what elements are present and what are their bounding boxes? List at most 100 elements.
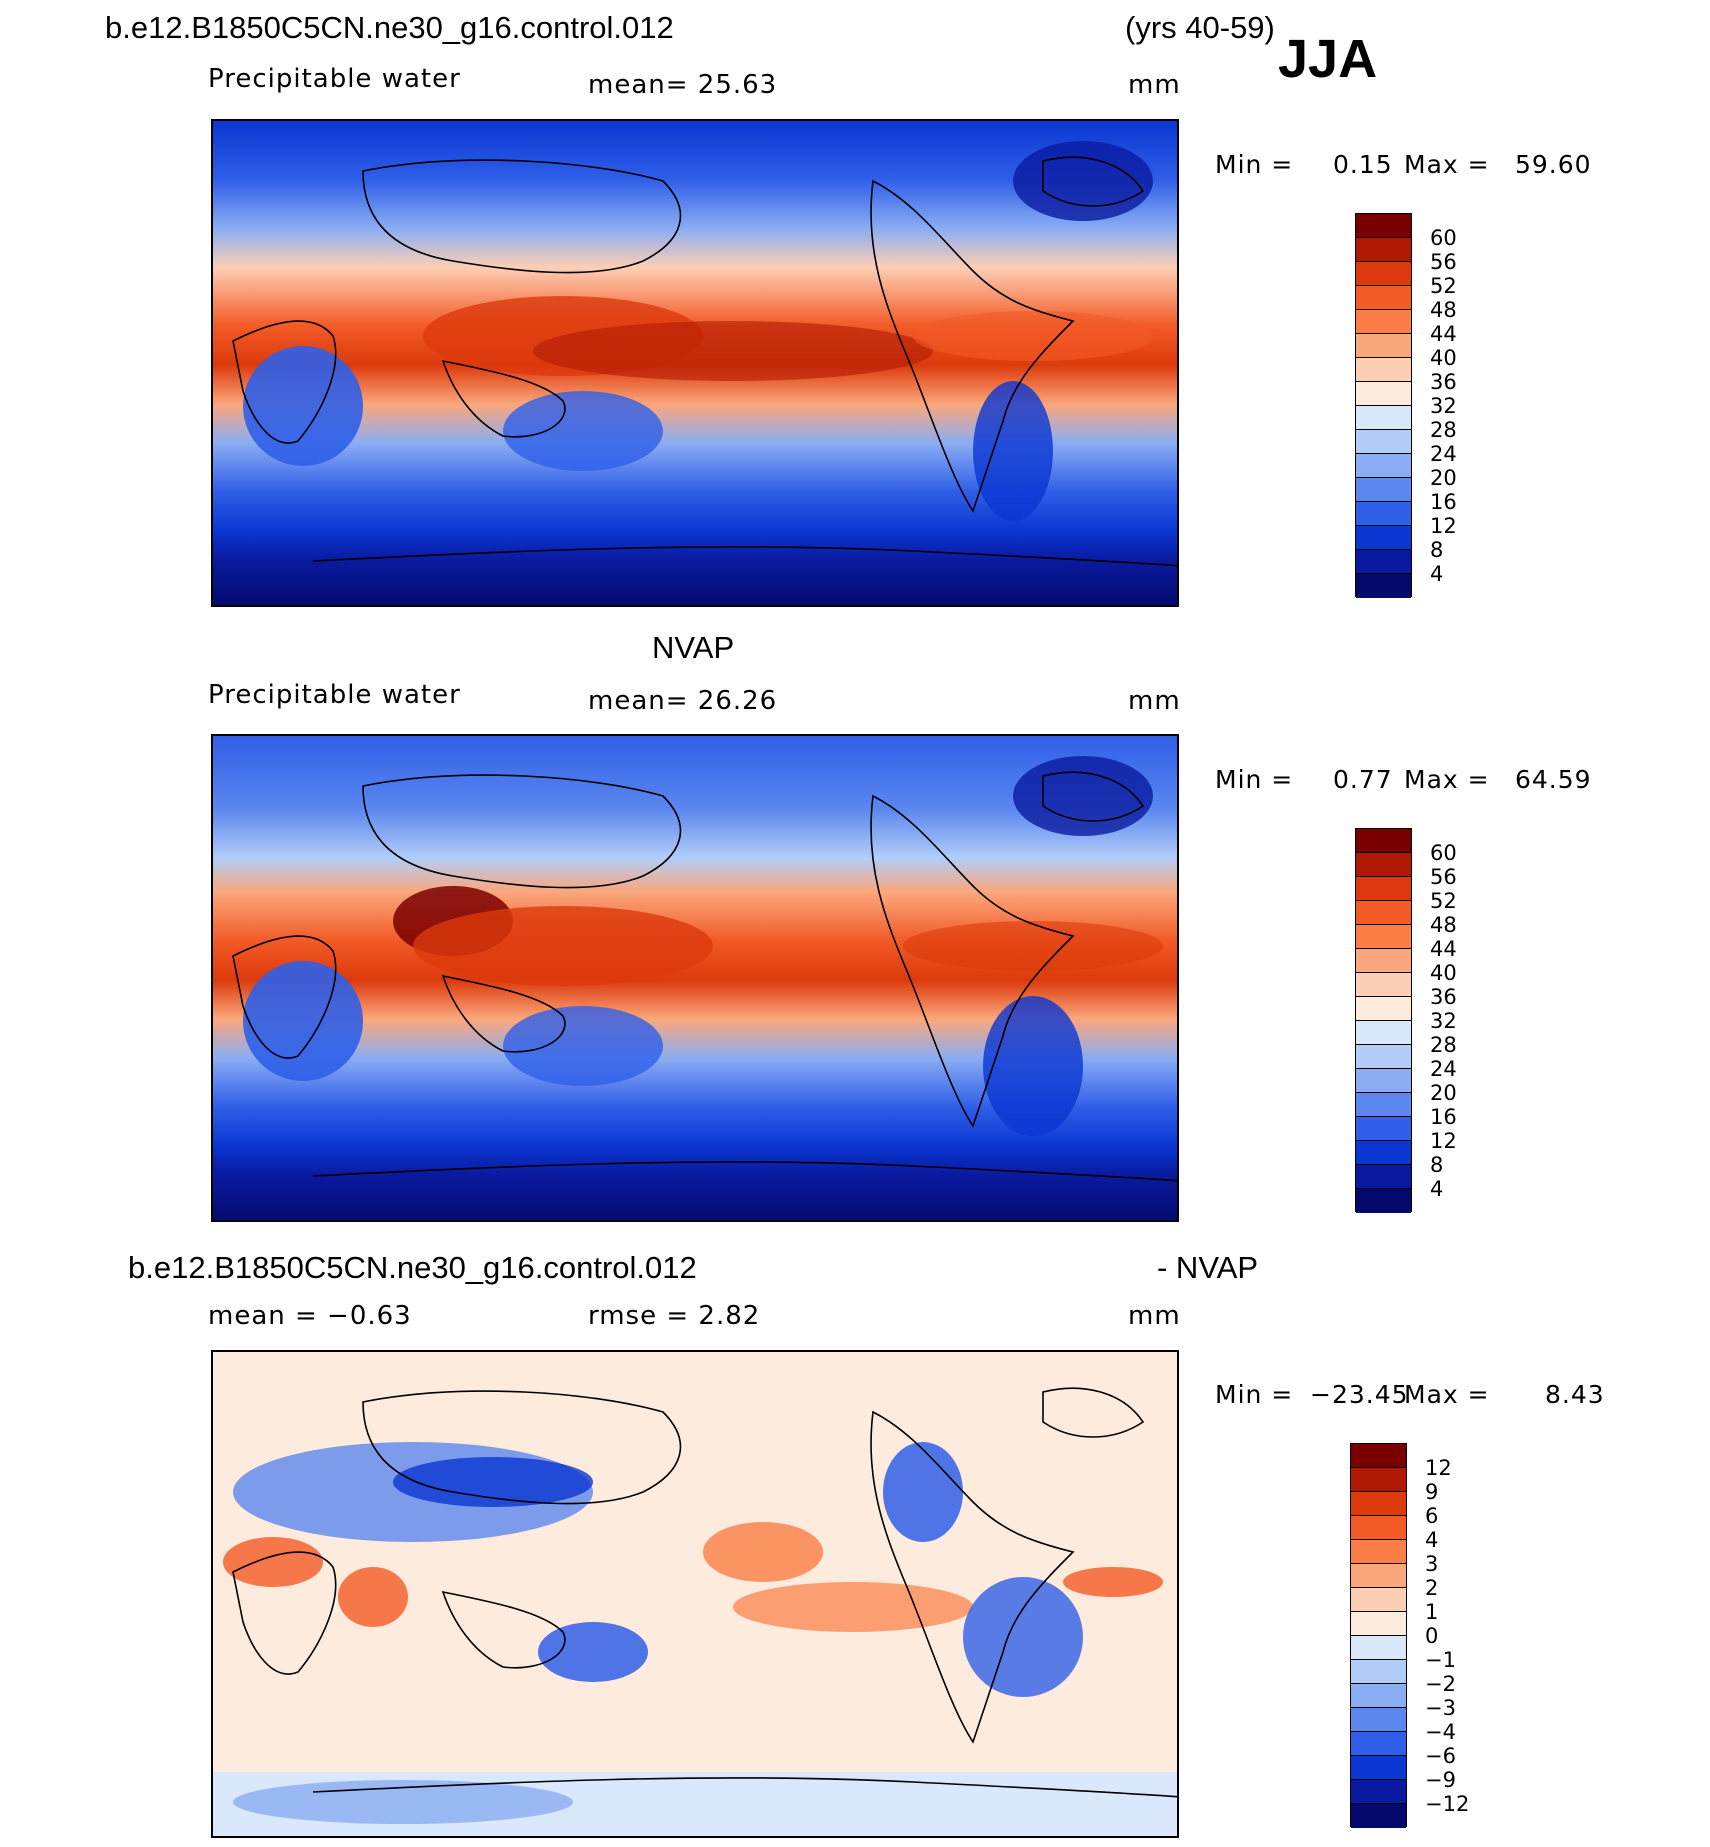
panel2-units: mm — [1128, 686, 1181, 716]
panel3-colorbar-swatch — [1351, 1588, 1406, 1612]
panel1-units: mm — [1128, 70, 1181, 100]
panel2-colorbar-swatch — [1356, 1189, 1411, 1213]
panel3-colorbar-tick: 12 — [1425, 1456, 1452, 1480]
panel3-colorbar-tick: −4 — [1425, 1720, 1456, 1744]
panel2-colorbar-swatch — [1356, 1165, 1411, 1189]
panel2-colorbar-tick: 48 — [1430, 913, 1457, 937]
panel1-colorbar-tick: 8 — [1430, 538, 1444, 562]
panel3-colorbar-tick: −6 — [1425, 1744, 1456, 1768]
panel3-colorbar-tick: −12 — [1425, 1792, 1470, 1816]
panel2-colorbar-tick: 12 — [1430, 1129, 1457, 1153]
panel1-colorbar-tick: 36 — [1430, 370, 1457, 394]
panel3-colorbar-tick: 1 — [1425, 1600, 1439, 1624]
panel1-colorbar-tick: 16 — [1430, 490, 1457, 514]
panel3-mean: mean = −0.63 — [208, 1301, 412, 1331]
panel2-colorbar — [1355, 828, 1412, 1213]
season-label: JJA — [1278, 29, 1378, 89]
panel2-colorbar-tick: 20 — [1430, 1081, 1457, 1105]
panel3-max-label: Max = — [1404, 1380, 1490, 1409]
panel3-colorbar-tick: 2 — [1425, 1576, 1439, 1600]
panel2-colorbar-swatch — [1356, 1069, 1411, 1093]
panel1-min-label: Min = — [1215, 150, 1294, 179]
panel2-colorbar-tick: 40 — [1430, 961, 1457, 985]
panel3-colorbar-tick: 9 — [1425, 1480, 1439, 1504]
panel2-colorbar-swatch — [1356, 997, 1411, 1021]
panel2-min-value: 0.77 — [1333, 765, 1393, 794]
panel1-colorbar-swatch — [1356, 478, 1411, 502]
panel1-colorbar-swatch — [1356, 286, 1411, 310]
panel2-max-value: 64.59 — [1515, 765, 1592, 794]
panel2-colorbar-swatch — [1356, 949, 1411, 973]
panel1-mean: mean= 25.63 — [588, 70, 778, 100]
panel3-rmse: rmse = 2.82 — [588, 1301, 761, 1331]
panel3-colorbar-tick: 4 — [1425, 1528, 1439, 1552]
panel2-min-label: Min = — [1215, 765, 1294, 794]
panel2-colorbar-tick: 16 — [1430, 1105, 1457, 1129]
panel2-colorbar-tick: 28 — [1430, 1033, 1457, 1057]
panel1-colorbar-tick: 24 — [1430, 442, 1457, 466]
panel2-colorbar-swatch — [1356, 853, 1411, 877]
panel2-colorbar-tick: 8 — [1430, 1153, 1444, 1177]
panel2-colorbar-tick: 24 — [1430, 1057, 1457, 1081]
panel1-colorbar-swatch — [1356, 262, 1411, 286]
panel3-colorbar-tick: 6 — [1425, 1504, 1439, 1528]
panel3-colorbar-swatch — [1351, 1540, 1406, 1564]
panel3-colorbar-tick: −1 — [1425, 1648, 1456, 1672]
panel1-colorbar-swatch — [1356, 526, 1411, 550]
panel1-colorbar-swatch — [1356, 214, 1411, 238]
panel3-colorbar-tick: −3 — [1425, 1696, 1456, 1720]
panel1-colorbar-swatch — [1356, 358, 1411, 382]
panel3-colorbar-tick: 0 — [1425, 1624, 1439, 1648]
panel2-colorbar-swatch — [1356, 1141, 1411, 1165]
panel2-colorbar-swatch — [1356, 973, 1411, 997]
panel3-units: mm — [1128, 1301, 1181, 1331]
panel3-colorbar-swatch — [1351, 1780, 1406, 1804]
panel1-colorbar-swatch — [1356, 310, 1411, 334]
panel1-colorbar-tick: 48 — [1430, 298, 1457, 322]
panel3-colorbar-tick: 3 — [1425, 1552, 1439, 1576]
panel1-colorbar-tick: 32 — [1430, 394, 1457, 418]
panel1-colorbar-swatch — [1356, 454, 1411, 478]
panel1-colorbar-swatch — [1356, 574, 1411, 598]
panel2-colorbar-tick: 4 — [1430, 1177, 1444, 1201]
panel3-colorbar-swatch — [1351, 1804, 1406, 1828]
panel2-mean: mean= 26.26 — [588, 686, 778, 716]
panel2-colorbar-swatch — [1356, 901, 1411, 925]
panel3-colorbar-tick: −2 — [1425, 1672, 1456, 1696]
panel1-colorbar-tick: 52 — [1430, 274, 1457, 298]
panel1-colorbar-swatch — [1356, 334, 1411, 358]
panel2-colorbar-swatch — [1356, 1045, 1411, 1069]
panel2-colorbar-tick: 52 — [1430, 889, 1457, 913]
case-title: b.e12.B1850C5CN.ne30_g16.control.012 — [105, 10, 674, 45]
panel3-colorbar-swatch — [1351, 1636, 1406, 1660]
panel1-colorbar-tick: 60 — [1430, 226, 1457, 250]
panel2-colorbar-tick: 60 — [1430, 841, 1457, 865]
panel3-colorbar-swatch — [1351, 1468, 1406, 1492]
panel3-colorbar-swatch — [1351, 1444, 1406, 1468]
panel1-max-label: Max = — [1404, 150, 1490, 179]
panel3-colorbar-swatch — [1351, 1708, 1406, 1732]
panel1-colorbar — [1355, 213, 1412, 598]
panel1-colorbar-tick: 56 — [1430, 250, 1457, 274]
panel1-colorbar-swatch — [1356, 406, 1411, 430]
panel1-colorbar-tick: 4 — [1430, 562, 1444, 586]
years-label: (yrs 40-59) — [1125, 10, 1275, 45]
panel1-colorbar-swatch — [1356, 382, 1411, 406]
panel3-colorbar-swatch — [1351, 1756, 1406, 1780]
panel2-colorbar-swatch — [1356, 1093, 1411, 1117]
panel3-title-left: b.e12.B1850C5CN.ne30_g16.control.012 — [128, 1250, 697, 1285]
panel2-title: NVAP — [652, 630, 735, 665]
panel2-colorbar-swatch — [1356, 925, 1411, 949]
panel2-colorbar-tick: 32 — [1430, 1009, 1457, 1033]
panel3-colorbar — [1350, 1443, 1407, 1828]
panel3-colorbar-swatch — [1351, 1684, 1406, 1708]
panel3-max-value: 8.43 — [1545, 1380, 1605, 1409]
panel1-map — [211, 119, 1179, 607]
panel3-map — [211, 1350, 1179, 1838]
panel2-colorbar-swatch — [1356, 1021, 1411, 1045]
panel2-map — [211, 734, 1179, 1222]
panel1-min-value: 0.15 — [1333, 150, 1393, 179]
panel2-variable: Precipitable water — [208, 680, 461, 710]
panel1-colorbar-tick: 28 — [1430, 418, 1457, 442]
panel1-colorbar-swatch — [1356, 502, 1411, 526]
